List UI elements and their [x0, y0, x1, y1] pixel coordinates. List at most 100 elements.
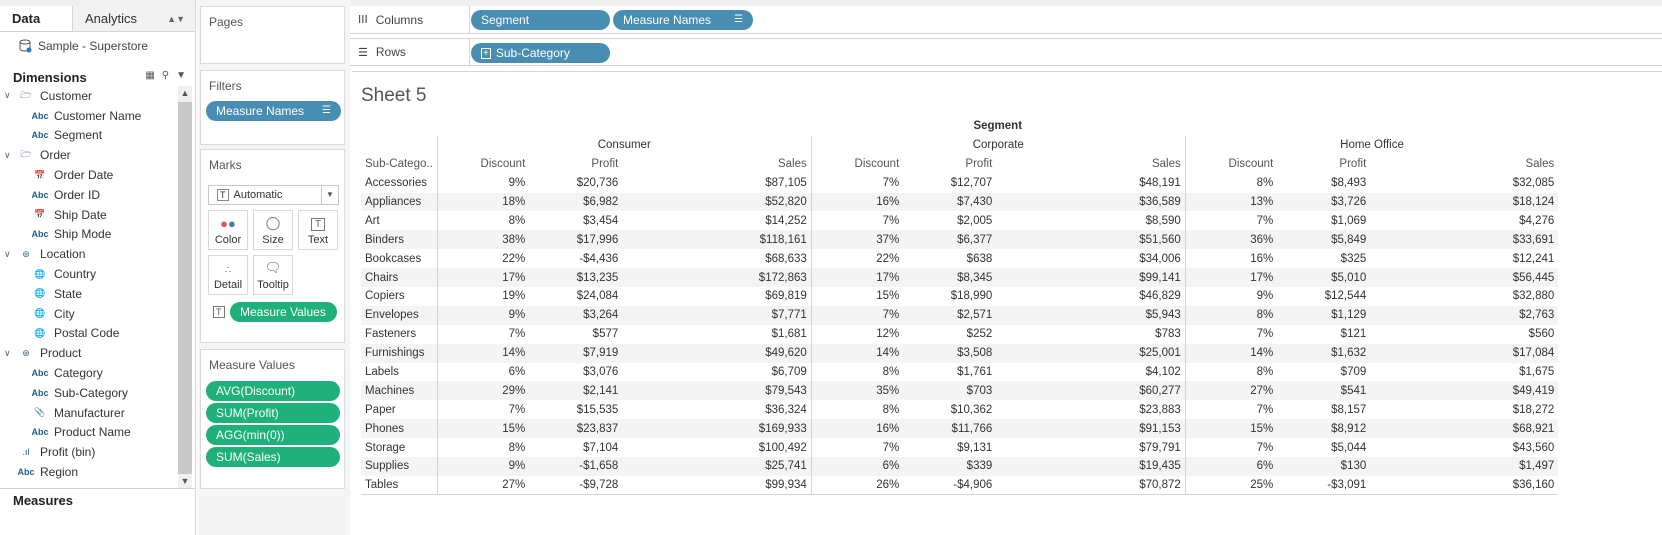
row-header-cell[interactable]: Bookcases [361, 249, 438, 269]
tree-folder[interactable]: ∨ ⊛ Product [0, 343, 178, 363]
chevron-down-icon[interactable]: ∨ [4, 347, 11, 358]
text-mark-icon: T [217, 189, 229, 201]
row-header-cell[interactable]: Tables [361, 475, 438, 496]
row-header-cell[interactable]: Furnishings [361, 343, 438, 363]
value-cell: $541 [1277, 381, 1371, 401]
chevron-down-icon[interactable]: ∨ [4, 149, 11, 160]
marks-text-pill[interactable]: Measure Values [230, 302, 337, 322]
row-header-cell[interactable]: Chairs [361, 268, 438, 288]
tree-field[interactable]: 📅 Order Date [0, 165, 178, 185]
measure-header-profit[interactable]: Profit [591, 158, 619, 171]
tree-field[interactable]: .ıl Profit (bin) [0, 442, 178, 462]
measure-pill-agg-min[interactable]: AGG(min(0)) [206, 425, 340, 445]
value-cell: $6,982 [529, 192, 623, 212]
rows-pill-sub-category[interactable]: + Sub-Category [471, 43, 610, 63]
value-cell: 18% [436, 192, 530, 212]
rows-shelf-label: ☰ Rows [358, 39, 470, 65]
table-row: Supplies 9% -$1,658 $25,741 6% $339 $19,435 6% $… [361, 457, 1559, 476]
text-button[interactable]: T Text [298, 210, 338, 250]
tree-field[interactable]: Abc Sub-Category [0, 383, 178, 403]
measure-header-profit[interactable]: Profit [965, 158, 993, 171]
value-cell: $3,264 [529, 305, 623, 325]
measure-pill-sum-sales[interactable]: SUM(Sales) [206, 447, 340, 467]
measure-header-profit[interactable]: Profit [1339, 158, 1367, 171]
value-cell: $70,872 [996, 475, 1186, 496]
value-cell: $20,736 [529, 173, 623, 193]
tab-analytics[interactable]: Analytics ▲▼ [73, 6, 195, 31]
datasource-item[interactable]: Sample - Superstore [0, 32, 195, 60]
row-header-cell[interactable]: Phones [361, 419, 438, 439]
tree-folder[interactable]: ∨ 🗁 Order [0, 145, 178, 165]
pages-card[interactable]: Pages [200, 6, 345, 64]
value-cell: $169,933 [622, 419, 812, 439]
columns-pill-measure-names[interactable]: Measure Names ☰ [613, 10, 753, 30]
tree-field[interactable]: 🌐 Postal Code [0, 324, 178, 344]
tree-field[interactable]: 📅 Ship Date [0, 205, 178, 225]
value-cell: -$1,658 [529, 457, 623, 476]
value-cell: 9% [436, 457, 530, 476]
dimensions-scrollbar[interactable]: ▲ ▼ [178, 86, 192, 488]
columns-pill-segment[interactable]: Segment [471, 10, 610, 30]
tree-field[interactable]: Abc Order ID [0, 185, 178, 205]
measure-header-sales[interactable]: Sales [1151, 158, 1181, 171]
row-header-cell[interactable]: Paper [361, 400, 438, 420]
scroll-up-icon[interactable]: ▲ [180, 88, 190, 98]
row-header-sub-category[interactable]: Sub-Catego.. [361, 154, 438, 174]
tab-data[interactable]: Data [0, 6, 73, 31]
tree-field[interactable]: 🌐 City [0, 304, 178, 324]
search-icon[interactable]: ⚲ [161, 70, 170, 81]
row-header-cell[interactable]: Machines [361, 381, 438, 401]
measure-header-discount[interactable]: Discount [436, 154, 530, 174]
detail-button[interactable]: ∴ Detail [208, 255, 248, 295]
size-button[interactable]: ◯ Size [253, 210, 293, 250]
value-cell: 9% [436, 173, 530, 193]
tree-field[interactable]: 🌐 State [0, 284, 178, 304]
tree-field[interactable]: Abc Category [0, 363, 178, 383]
scroll-thumb[interactable] [178, 102, 192, 474]
measure-header-sales[interactable]: Sales [777, 158, 807, 171]
value-cell: 7% [810, 211, 904, 231]
row-header-cell[interactable]: Accessories [361, 173, 438, 193]
tree-field[interactable]: Abc Region [0, 462, 178, 482]
mark-type-dropdown[interactable]: T Automatic ▼ [208, 185, 339, 205]
chevron-down-icon[interactable]: ∨ [4, 248, 11, 259]
row-header-cell[interactable]: Envelopes [361, 305, 438, 325]
row-header-cell[interactable]: Copiers [361, 287, 438, 306]
scroll-down-icon[interactable]: ▼ [180, 476, 190, 486]
table-row: Binders 38% $17,996 $118,161 37% $6,377 $51,56… [361, 230, 1559, 250]
menu-dropdown-icon[interactable]: ▼ [176, 70, 186, 81]
tree-field[interactable]: 🌐 Country [0, 264, 178, 284]
measure-header-sales[interactable]: Sales [1525, 158, 1555, 171]
measure-header-discount[interactable]: Discount [1184, 154, 1278, 174]
color-button[interactable]: ●● Color [208, 210, 248, 250]
value-cell: 6% [810, 457, 904, 476]
tree-field[interactable]: Abc Segment [0, 126, 178, 146]
tree-folder[interactable]: ∨ ⊛ Location [0, 244, 178, 264]
chevron-down-icon[interactable]: ∨ [4, 90, 11, 101]
row-header-cell[interactable]: Fasteners [361, 324, 438, 344]
measure-pill-sum-profit[interactable]: SUM(Profit) [206, 403, 340, 423]
row-header-cell[interactable]: Supplies [361, 457, 438, 476]
tree-folder[interactable]: ∨ 🗁 Customer [0, 86, 178, 106]
row-header-cell[interactable]: Binders [361, 230, 438, 250]
value-cell: 35% [810, 381, 904, 401]
row-header-cell[interactable]: Labels [361, 362, 438, 382]
tree-field[interactable]: 📎 Manufacturer [0, 403, 178, 423]
chevron-down-icon: ▼ [321, 186, 338, 204]
tree-item-label: Category [54, 366, 103, 381]
measure-header-discount[interactable]: Discount [810, 154, 904, 174]
tree-field[interactable]: Abc Product Name [0, 423, 178, 443]
row-header-cell[interactable]: Appliances [361, 192, 438, 212]
measure-pill-avg-discount[interactable]: AVG(Discount) [206, 381, 340, 401]
rows-shelf[interactable]: ☰ Rows + Sub-Category [350, 38, 1662, 66]
expand-plus-icon[interactable]: + [481, 47, 491, 59]
filters-card[interactable]: Filters Measure Names ☰ [200, 70, 345, 145]
view-toggle-icon[interactable]: ▦ [145, 70, 155, 81]
row-header-cell[interactable]: Art [361, 211, 438, 231]
columns-shelf[interactable]: ⅠⅠⅠ Columns Segment Measure Names ☰ [350, 6, 1662, 34]
tree-field[interactable]: Abc Customer Name [0, 106, 178, 126]
tree-field[interactable]: Abc Ship Mode [0, 225, 178, 245]
tooltip-button[interactable]: 🗨 Tooltip [253, 255, 293, 295]
row-header-cell[interactable]: Storage [361, 438, 438, 458]
filter-pill-measure-names[interactable]: Measure Names ☰ [206, 101, 341, 121]
